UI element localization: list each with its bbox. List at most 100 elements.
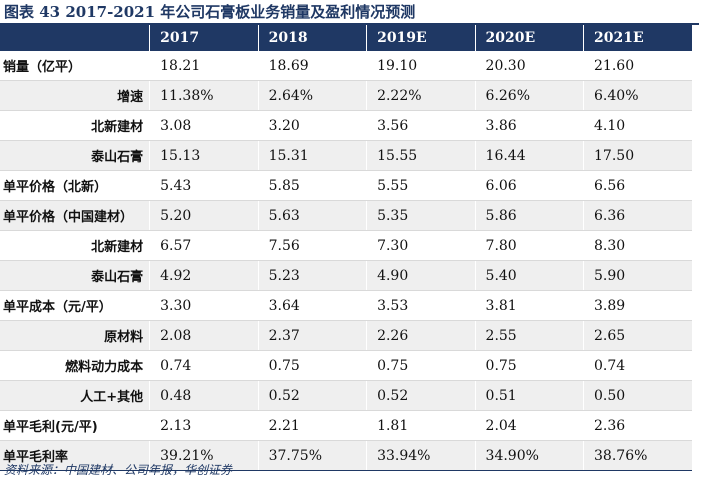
row-label: 泰山石膏 xyxy=(0,260,150,291)
table-cell: 11.38% xyxy=(149,80,259,111)
header-cell-2017: 2017 xyxy=(149,25,259,51)
table-cell: 0.75 xyxy=(257,350,367,381)
header-cell-2019e: 2019E xyxy=(366,25,476,51)
table-cell: 0.75 xyxy=(366,350,476,381)
table-cell: 4.90 xyxy=(366,260,476,291)
table-cell: 2.26 xyxy=(366,320,476,351)
table-cell: 6.06 xyxy=(474,170,584,201)
table-row: 北新建材 3.08 3.20 3.56 3.86 4.10 xyxy=(0,110,692,141)
row-label: 燃料动力成本 xyxy=(0,350,150,381)
table-cell: 3.86 xyxy=(474,110,584,141)
table-cell: 0.75 xyxy=(474,350,584,381)
table-cell: 3.53 xyxy=(366,290,476,321)
table-cell: 20.30 xyxy=(474,51,584,81)
table-cell: 0.50 xyxy=(583,380,692,411)
header-cell-2021e: 2021E xyxy=(583,25,692,51)
table-row: 单平毛利率 39.21% 37.75% 33.94% 34.90% 38.76% xyxy=(0,440,692,471)
table-cell: 5.40 xyxy=(474,260,584,291)
table-cell: 21.60 xyxy=(583,51,692,81)
row-label: 销量（亿平） xyxy=(0,51,150,81)
table-cell: 0.74 xyxy=(149,350,259,381)
table-cell: 15.13 xyxy=(149,140,259,171)
table-cell: 39.21% xyxy=(149,440,259,471)
row-label: 单平毛利(元/平) xyxy=(0,410,150,441)
row-label: 原材料 xyxy=(0,320,150,351)
table-cell: 1.81 xyxy=(366,410,476,441)
table-cell: 19.10 xyxy=(366,51,476,81)
table-cell: 5.85 xyxy=(257,170,367,201)
table-row: 北新建材 6.57 7.56 7.30 7.80 8.30 xyxy=(0,230,692,261)
row-label: 增速 xyxy=(0,80,150,111)
table-cell: 4.10 xyxy=(583,110,692,141)
table-cell: 0.51 xyxy=(474,380,584,411)
table-cell: 38.76% xyxy=(583,440,692,471)
table-cell: 2.64% xyxy=(257,80,367,111)
table-row: 原材料 2.08 2.37 2.26 2.55 2.65 xyxy=(0,320,692,351)
table-cell: 5.20 xyxy=(149,200,259,231)
row-label: 人工+其他 xyxy=(0,380,150,411)
table-cell: 2.65 xyxy=(583,320,692,351)
table-cell: 0.48 xyxy=(149,380,259,411)
title-rule xyxy=(0,23,699,25)
table-row: 泰山石膏 4.92 5.23 4.90 5.40 5.90 xyxy=(0,260,692,291)
table-cell: 5.90 xyxy=(583,260,692,291)
table-cell: 5.63 xyxy=(257,200,367,231)
table-cell: 34.90% xyxy=(474,440,584,471)
table-cell: 0.52 xyxy=(366,380,476,411)
row-label: 单平价格（中国建材） xyxy=(0,200,150,231)
table-cell: 4.92 xyxy=(149,260,259,291)
table-header-row: 2017 2018 2019E 2020E 2021E xyxy=(0,25,692,51)
table-cell: 3.30 xyxy=(149,290,259,321)
table-cell: 3.20 xyxy=(257,110,367,141)
figure-title: 图表 43 2017-2021 年公司石膏板业务销量及盈利情况预测 xyxy=(4,3,416,21)
table-cell: 15.31 xyxy=(257,140,367,171)
table-cell: 5.23 xyxy=(257,260,367,291)
table-row: 单平价格（北新） 5.43 5.85 5.55 6.06 6.56 xyxy=(0,170,692,201)
row-label: 单平价格（北新） xyxy=(0,170,150,201)
table-cell: 0.52 xyxy=(257,380,367,411)
table-cell: 7.30 xyxy=(366,230,476,261)
table-cell: 5.86 xyxy=(474,200,584,231)
table-cell: 6.36 xyxy=(583,200,692,231)
table-row: 单平成本（元/平） 3.30 3.64 3.53 3.81 3.89 xyxy=(0,290,692,321)
header-cell-2018: 2018 xyxy=(257,25,367,51)
table-cell: 5.35 xyxy=(366,200,476,231)
table-cell: 8.30 xyxy=(583,230,692,261)
table-cell: 15.55 xyxy=(366,140,476,171)
table-cell: 6.56 xyxy=(583,170,692,201)
source-note: 资料来源：中国建材、公司年报，华创证券 xyxy=(4,463,233,477)
table-cell: 2.37 xyxy=(257,320,367,351)
table-cell: 7.80 xyxy=(474,230,584,261)
table-cell: 2.21 xyxy=(257,410,367,441)
table-cell: 2.22% xyxy=(366,80,476,111)
table-cell: 16.44 xyxy=(474,140,584,171)
table-cell: 5.43 xyxy=(149,170,259,201)
forecast-table: 2017 2018 2019E 2020E 2021E 销量（亿平） 18.21… xyxy=(0,25,692,471)
table-cell: 2.13 xyxy=(149,410,259,441)
table-cell: 7.56 xyxy=(257,230,367,261)
table-row: 燃料动力成本 0.74 0.75 0.75 0.75 0.74 xyxy=(0,350,692,381)
table-cell: 2.55 xyxy=(474,320,584,351)
table-cell: 6.57 xyxy=(149,230,259,261)
row-label: 泰山石膏 xyxy=(0,140,150,171)
table-cell: 3.64 xyxy=(257,290,367,321)
table-cell: 3.89 xyxy=(583,290,692,321)
table-row: 增速 11.38% 2.64% 2.22% 6.26% 6.40% xyxy=(0,80,692,111)
table-cell: 3.08 xyxy=(149,110,259,141)
row-label: 单平毛利率 xyxy=(0,440,150,471)
header-cell-2020e: 2020E xyxy=(474,25,584,51)
table-cell: 6.40% xyxy=(583,80,692,111)
table-cell: 2.36 xyxy=(583,410,692,441)
table-cell: 2.08 xyxy=(149,320,259,351)
table-cell: 6.26% xyxy=(474,80,584,111)
header-cell-blank xyxy=(0,25,150,51)
table-cell: 5.55 xyxy=(366,170,476,201)
table-row: 单平价格（中国建材） 5.20 5.63 5.35 5.86 6.36 xyxy=(0,200,692,231)
row-label: 北新建材 xyxy=(0,230,150,261)
table-cell: 3.56 xyxy=(366,110,476,141)
table-row: 人工+其他 0.48 0.52 0.52 0.51 0.50 xyxy=(0,380,692,411)
row-label: 北新建材 xyxy=(0,110,150,141)
table-cell: 2.04 xyxy=(474,410,584,441)
row-label: 单平成本（元/平） xyxy=(0,290,150,321)
table-cell: 37.75% xyxy=(257,440,367,471)
